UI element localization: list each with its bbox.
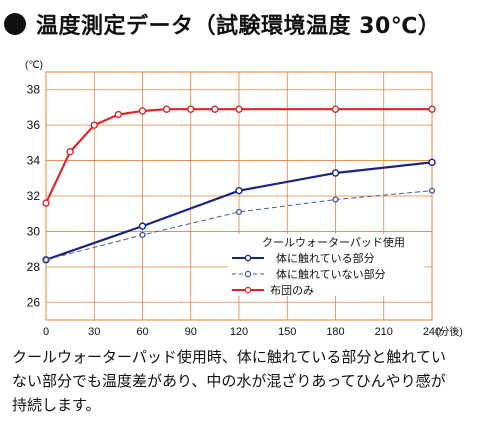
legend-marker	[244, 270, 252, 278]
legend-title: クールウォーターパッド使用	[262, 236, 405, 249]
y-tick-label: 30	[27, 224, 41, 238]
bullet-icon	[4, 13, 26, 35]
x-tick-label: 90	[185, 326, 197, 338]
data-point	[428, 158, 436, 167]
chart-heading: 温度測定データ（試験環境温度 30℃）	[4, 4, 440, 44]
x-unit-label: (分後)	[436, 325, 463, 338]
data-point	[428, 187, 436, 194]
legend-background	[228, 234, 424, 296]
data-point	[139, 231, 146, 239]
y-tick-label: 32	[27, 189, 41, 203]
data-point	[90, 121, 98, 129]
caption-line: 持続します。	[12, 396, 101, 414]
data-point	[235, 208, 243, 216]
chart-caption: クールウォーターパッド使用時、体に触れている部分と触れてい ない部分でも温度差が…	[12, 345, 492, 417]
x-tick-label: 210	[375, 326, 393, 338]
x-tick-label: 120	[230, 326, 248, 338]
data-point	[42, 199, 50, 207]
temperature-chart: 0 30 60 90 120 150 180 210 240 26 28 30 32 34 36 38 (℃) (…	[25, 60, 463, 338]
data-point	[211, 105, 219, 113]
legend-marker	[244, 254, 252, 262]
legend-label: 体に触れていない部分	[276, 267, 386, 281]
y-tick-label: 26	[27, 295, 41, 309]
y-unit-label: (℃)	[25, 60, 43, 71]
legend-label: 体に触れている部分	[276, 251, 375, 265]
x-tick-label: 180	[326, 326, 344, 338]
data-point	[331, 169, 340, 177]
y-tick-label: 36	[27, 118, 41, 132]
x-tick-label: 240	[423, 326, 441, 338]
data-point	[138, 107, 147, 115]
caption-line: クールウォーターパッド使用時、体に触れている部分と触れてい	[12, 348, 446, 366]
x-tick-label: 0	[43, 326, 49, 338]
data-point	[42, 256, 50, 263]
data-point	[187, 105, 195, 113]
y-tick-label: 38	[27, 83, 41, 97]
data-point	[114, 110, 123, 119]
data-point	[66, 148, 74, 156]
data-point	[428, 105, 436, 113]
y-tick-label: 34	[27, 154, 41, 168]
legend-marker	[244, 286, 252, 294]
legend-label: 布団のみ	[270, 284, 314, 297]
chart-title: 温度測定データ（試験環境温度 30℃）	[36, 14, 441, 39]
data-point	[332, 196, 339, 203]
data-point	[138, 222, 147, 230]
data-point	[331, 105, 340, 113]
plot-frame	[45, 71, 433, 321]
x-tick-label: 150	[278, 326, 296, 338]
data-point	[235, 186, 243, 195]
x-tick-label: 30	[88, 326, 100, 338]
x-tick-label: 60	[136, 326, 148, 338]
y-tick-label: 28	[27, 260, 41, 274]
data-point	[162, 105, 171, 113]
series-line	[45, 190, 433, 261]
caption-line: ない部分でも温度差があり、中の水が混ざりあってひんやり感が	[12, 372, 446, 390]
data-point	[235, 105, 243, 113]
